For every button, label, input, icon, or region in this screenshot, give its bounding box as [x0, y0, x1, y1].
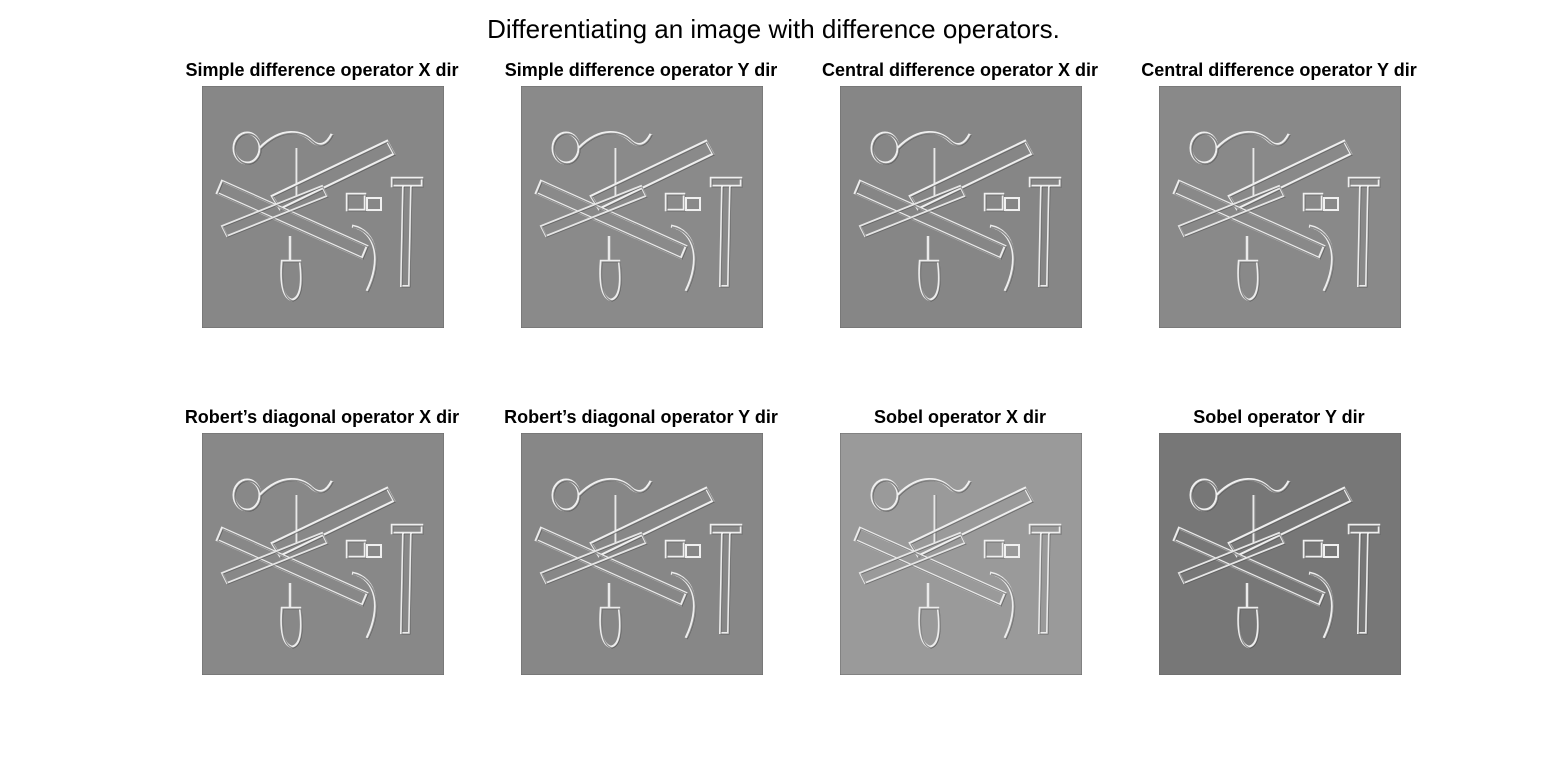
subplot-title: Central difference operator X dir — [821, 60, 1099, 80]
subplot-title: Robert’s diagonal operator X dir — [184, 407, 460, 427]
subplot-panel: Sobel operator X dir — [800, 407, 1120, 677]
subplot-title: Simple difference operator X dir — [185, 60, 459, 80]
subplot-panel: Simple difference operator X dir — [162, 60, 482, 330]
embossed-tools-image — [840, 433, 1082, 675]
embossed-tools-image — [1159, 433, 1401, 675]
subplot-panel: Central difference operator X dir — [800, 60, 1120, 330]
embossed-tools-image — [840, 86, 1082, 328]
embossed-tools-image — [202, 433, 444, 675]
subplot-panel: Sobel operator Y dir — [1119, 407, 1439, 677]
subplot-panel: Robert’s diagonal operator Y dir — [481, 407, 801, 677]
embossed-tools-image — [521, 86, 763, 328]
subplot-title: Central difference operator Y dir — [1141, 60, 1417, 80]
embossed-tools-image — [521, 433, 763, 675]
subplot-title: Robert’s diagonal operator Y dir — [504, 407, 778, 427]
figure-title: Differentiating an image with difference… — [487, 14, 1060, 44]
subplot-panel: Simple difference operator Y dir — [481, 60, 801, 330]
subplot-title: Simple difference operator Y dir — [504, 60, 778, 80]
embossed-tools-image — [202, 86, 444, 328]
subplot-panel: Central difference operator Y dir — [1119, 60, 1439, 330]
subplot-title: Sobel operator Y dir — [1193, 407, 1365, 427]
subplot-panel: Robert’s diagonal operator X dir — [162, 407, 482, 677]
embossed-tools-image — [1159, 86, 1401, 328]
subplot-title: Sobel operator X dir — [873, 407, 1047, 427]
